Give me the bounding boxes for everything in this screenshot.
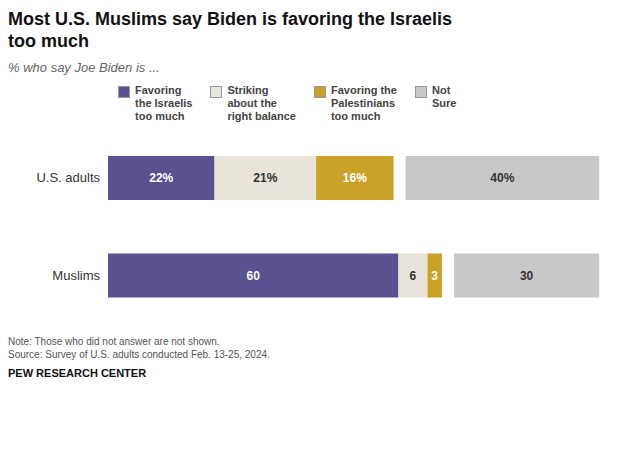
svg-text:3: 3 xyxy=(431,269,438,283)
svg-text:6: 6 xyxy=(410,269,417,283)
svg-text:30: 30 xyxy=(520,269,534,283)
html-text:Striking about the right balan: Striking about the right balance xyxy=(227,84,296,122)
svg-text:40%: 40% xyxy=(490,171,514,185)
html-text:PEW RESEARCH CENTER: PEW RESEARCH CENTER xyxy=(8,367,147,379)
svg-text:U.S. adults: U.S. adults xyxy=(36,170,100,185)
html-text:Favoring the Israelis too much: Favoring the Israelis too much xyxy=(135,84,193,122)
html-text:Note: Those who did not answer: Note: Those who did not answer are not s… xyxy=(8,336,270,360)
svg-text:16%: 16% xyxy=(343,171,367,185)
svg-text:60: 60 xyxy=(247,269,261,283)
svg-text:22%: 22% xyxy=(149,171,173,185)
html-text:Most U.S. Muslims say Biden is: Most U.S. Muslims say Biden is favoring … xyxy=(8,9,453,51)
html-text:% who say Joe Biden is ...: % who say Joe Biden is ... xyxy=(8,60,160,75)
html-text:Favoring the Palestinians too: Favoring the Palestinians too much xyxy=(331,84,397,122)
html-text:Not Sure: Not Sure xyxy=(432,84,457,109)
svg-text:Muslims: Muslims xyxy=(52,268,100,283)
svg-text:21%: 21% xyxy=(253,171,277,185)
